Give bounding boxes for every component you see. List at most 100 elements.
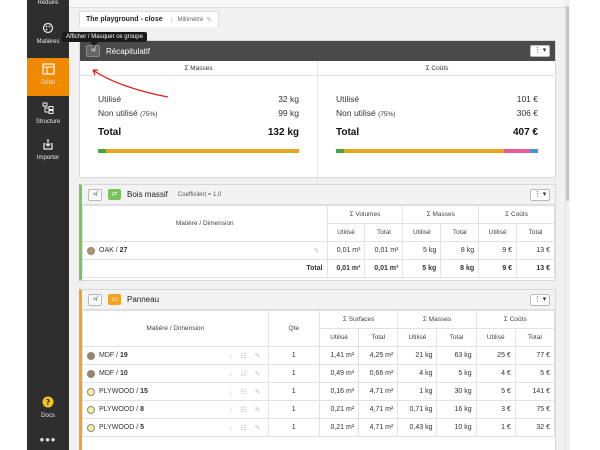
main-content: The playground - close Millimètre ✎ ≉ Ré… xyxy=(69,0,565,450)
material-header: Matière / Dimension xyxy=(82,205,328,242)
scrollbar-track[interactable] xyxy=(565,0,570,450)
total-header: Total xyxy=(358,328,399,347)
mass-total: 30 kg xyxy=(436,382,477,401)
mass-used: 0,71 kg xyxy=(397,400,438,419)
unused-value: 99 kg xyxy=(278,108,299,118)
used-value: 101 € xyxy=(516,94,538,104)
table-row[interactable]: PLYWOOD / 8 ↓ ☷ ✎ 1 0,21 m² 4,71 m² 0,71 kg 16… xyxy=(82,400,556,419)
mass-total: 5 kg xyxy=(436,364,477,383)
window-frame-right xyxy=(570,0,600,450)
sidebar-item-debit[interactable]: Débit xyxy=(27,58,69,96)
unused-pct: (75%) xyxy=(378,111,396,118)
material-dim: 10 xyxy=(120,370,128,377)
table-icon xyxy=(27,63,69,78)
unused-value: 306 € xyxy=(516,108,538,118)
bar-pink-segment xyxy=(503,149,530,153)
material-name: OAK xyxy=(99,247,114,254)
cost-used: 3 € xyxy=(475,400,516,419)
row-actions-icon[interactable]: ↓ ☷ ✎ xyxy=(228,370,264,378)
toggle-group-button[interactable]: ≉ xyxy=(88,188,102,201)
group-menu-button[interactable]: ⋮ ▾ xyxy=(530,189,550,201)
couts-title: Σ Coûts xyxy=(318,61,556,76)
tooltip: Afficher / Masquer ce groupe xyxy=(62,32,147,46)
table-row[interactable]: MDF / 19 ↓ ☷ ✎ 1 1,41 m² 4,25 m² 21 kg 63 kg 25… xyxy=(82,346,556,365)
cost-used: 25 € xyxy=(475,346,516,365)
used-label: Utilisé xyxy=(98,94,122,104)
sidebar-item-label: Débit xyxy=(40,80,55,86)
cost-used: 4 € xyxy=(475,364,516,383)
total-row: Total 0,01 m³ 0,01 m³ 5 kg 8 kg 9 € 13 € xyxy=(82,259,555,278)
material-dim: 8 xyxy=(140,406,145,413)
material-color-dot xyxy=(87,369,95,378)
sidebar-item-label: Structure xyxy=(35,119,61,125)
cost-total: 5 € xyxy=(514,364,556,383)
qte-header: Qte xyxy=(267,310,321,347)
sidebar-item-docs[interactable]: ? Docs xyxy=(27,396,69,420)
surface-total: 4,25 m² xyxy=(358,346,399,365)
bois-title: Bois massif xyxy=(127,190,168,199)
volume-total: 0,01 m³ xyxy=(364,259,404,278)
mass-total: 10 kg xyxy=(436,418,477,437)
row-actions-icon[interactable]: ↓ ☷ ✎ xyxy=(228,388,264,396)
edit-icon[interactable]: ✎ xyxy=(313,247,323,255)
row-actions-icon[interactable]: ↓ ☷ ✎ xyxy=(228,352,264,360)
sidebar-item-label: Matières xyxy=(36,39,60,45)
sidebar-item-importer[interactable]: Importer xyxy=(27,138,69,168)
scrollbar-thumb[interactable] xyxy=(566,6,569,201)
coefficient-label: Coefficient = 1,0 xyxy=(177,191,222,198)
table-row[interactable]: PLYWOOD / 15 ↓ ☷ ✎ 1 0,16 m² 4,71 m² 1 kg 30 k… xyxy=(82,382,556,401)
panneau-header: ≉ ▭ Panneau ⋮ ▾ xyxy=(82,290,555,310)
material-color-dot xyxy=(87,351,95,360)
table-row[interactable]: PLYWOOD / 5 ↓ ☷ ✎ 1 0,21 m² 4,71 m² 0,43 kg 10… xyxy=(82,418,556,437)
surface-used: 0,21 m² xyxy=(319,418,360,437)
group-menu-button[interactable]: ⋮ ▾ xyxy=(530,294,550,306)
toggle-group-button[interactable]: ≉ xyxy=(86,45,100,57)
recap-header: ≉ Récapitulatif ⋮ ▾ xyxy=(80,41,555,61)
material-dim: 15 xyxy=(140,388,148,395)
total-label: Total xyxy=(98,127,122,138)
more-icon[interactable]: ••• xyxy=(39,432,57,447)
material-color-dot xyxy=(87,423,95,432)
row-actions-icon[interactable]: ↓ ☷ ✎ xyxy=(228,424,264,432)
unit-label: Millimètre xyxy=(170,16,203,23)
edit-icon[interactable]: ✎ xyxy=(206,16,213,24)
volume-used: 0,01 m³ xyxy=(326,241,366,260)
sidebar-item-label: Réduire xyxy=(37,0,59,6)
sidebar-item-matieres[interactable]: Matières xyxy=(27,22,69,52)
row-actions-icon[interactable]: ↓ ☷ ✎ xyxy=(228,406,264,414)
project-tab[interactable]: The playground - close Millimètre ✎ xyxy=(79,11,220,27)
bar-used-segment xyxy=(336,149,345,153)
group-menu-button[interactable]: ⋮ ▾ xyxy=(530,45,550,57)
import-icon xyxy=(27,138,69,153)
total-header: Total xyxy=(514,328,556,347)
palette-icon xyxy=(27,22,69,37)
quantity: 1 xyxy=(267,346,321,365)
sidebar: Réduire Matières Débit Structure Importe… xyxy=(27,0,69,450)
bois-massif-panel: ≉ ⇄ Bois massif Coefficient = 1,0 ⋮ ▾ Ma… xyxy=(79,184,556,281)
mass-total: 8 kg xyxy=(440,241,480,260)
masses-total-row: Total 132 kg xyxy=(98,127,299,138)
material-dim: 27 xyxy=(119,247,128,254)
table-row[interactable]: MDF / 10 ↓ ☷ ✎ 1 0,49 m² 0,66 m² 4 kg 5 kg 4 €5… xyxy=(82,364,556,383)
cost-used: 9 € xyxy=(478,259,518,278)
table-row[interactable]: OAK / 27 ✎ 0,01 m³ 0,01 m³ 5 kg 8 kg 9 €… xyxy=(82,241,555,260)
material-color-dot xyxy=(87,387,95,396)
used-header: Utilisé xyxy=(478,223,518,242)
sidebar-item-collapse[interactable]: Réduire xyxy=(27,0,69,14)
total-header: Total xyxy=(440,223,480,242)
unused-label: Non utilisé xyxy=(98,108,138,118)
cost-total: 141 € xyxy=(514,382,556,401)
masses-unused-row: Non utilisé (75%) 99 kg xyxy=(98,108,299,118)
bar-unused-segment xyxy=(106,149,299,153)
bar-used-segment xyxy=(98,149,107,153)
quantity: 1 xyxy=(267,418,321,437)
help-icon: ? xyxy=(27,396,69,411)
masses-summary: Σ Masses Utilisé 32 kg Non utilisé (75%)… xyxy=(80,61,318,201)
surfaces-header: Σ Surfaces xyxy=(319,310,399,329)
volume-total: 0,01 m³ xyxy=(364,241,404,260)
toggle-group-button[interactable]: ≉ xyxy=(88,293,102,306)
material-dim: 19 xyxy=(120,352,128,359)
quantity: 1 xyxy=(267,382,321,401)
sidebar-item-structure[interactable]: Structure xyxy=(27,102,69,132)
couts-header: Σ Coûts xyxy=(478,205,555,224)
